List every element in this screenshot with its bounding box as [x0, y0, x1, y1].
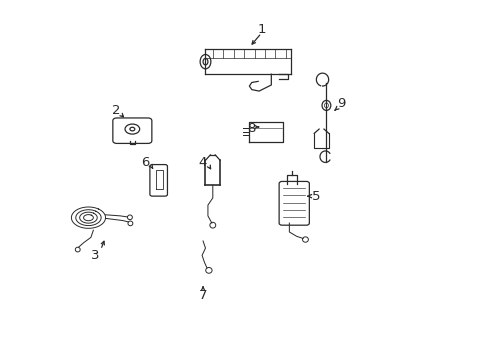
- Text: 6: 6: [141, 156, 149, 169]
- Text: 7: 7: [199, 289, 207, 302]
- Text: 2: 2: [112, 104, 121, 117]
- Text: 4: 4: [198, 156, 206, 168]
- Text: 9: 9: [336, 98, 345, 111]
- Text: 1: 1: [257, 23, 265, 36]
- Text: 5: 5: [312, 190, 320, 203]
- Text: 8: 8: [246, 122, 255, 135]
- Text: 3: 3: [90, 249, 99, 262]
